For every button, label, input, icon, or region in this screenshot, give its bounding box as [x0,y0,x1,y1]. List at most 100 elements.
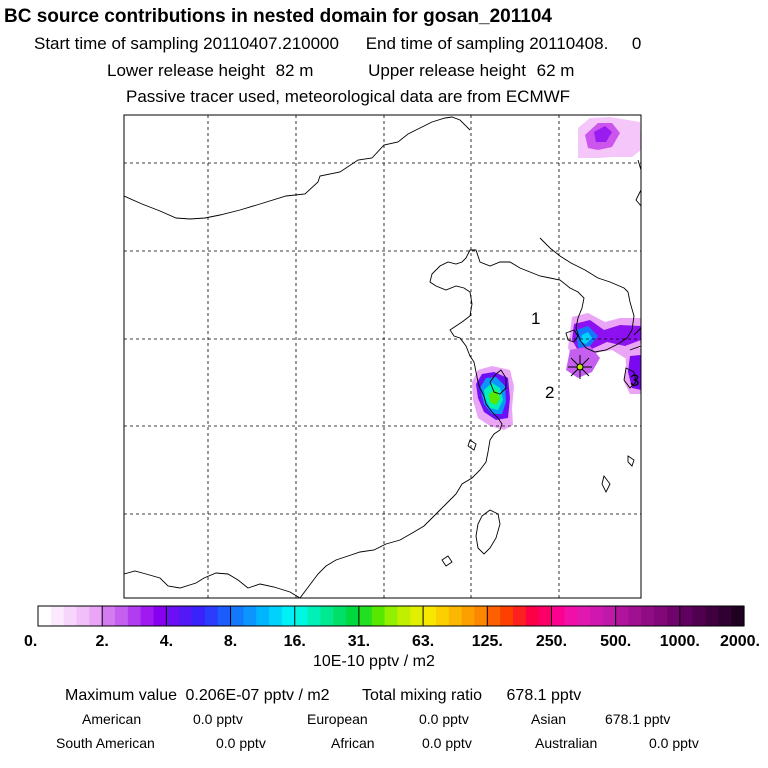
colorbar-cell [63,606,78,626]
plume-north [578,117,641,158]
colorbar-cell [423,606,437,626]
plume-korea [566,313,641,378]
start-time-value: 20110407.210000 [203,34,339,53]
colorbar-cell [512,606,527,626]
colorbar-tick-label: 250. [536,633,567,650]
colorbar-cell [38,606,52,626]
concentration-field [472,117,641,430]
region-south-american-value: 0.0 pptv [216,735,266,751]
colorbar-cell [115,606,129,626]
region-american-label: American [82,711,142,727]
total-mixing-label: Total mixing ratio [362,687,483,704]
colorbar-cell [551,606,565,626]
colorbar-cell [371,606,386,626]
colorbar-cell [435,606,450,626]
colorbar-cell [538,606,553,626]
colorbar-cell [204,606,219,626]
colorbar-cell [564,606,578,626]
colorbar-cell [628,606,642,626]
region-african-value: 0.0 pptv [422,735,472,751]
colorbar-cell [269,606,283,626]
colorbar-cell [474,606,488,626]
sampling-time-line: Start time of sampling 20110407.210000 E… [34,34,641,54]
colorbar-tick-label: 8. [224,633,237,650]
colorbar-cell [461,606,476,626]
lower-height-value: 82 m [275,61,314,80]
colorbar-cell [243,606,257,626]
colorbar-cell [307,606,321,626]
colorbar-cell [692,606,707,626]
colorbar-frame [37,605,745,627]
colorbar-tick-label: 0. [24,633,37,650]
colorbar-cell [384,606,399,626]
upper-height-label: Upper release height [368,61,526,80]
colorbar-cell [500,606,514,626]
lower-height-label: Lower release height [107,61,265,80]
colorbar-cell [397,606,411,626]
map-frame [123,114,642,599]
colorbar-ticks [101,606,681,626]
colorbar-cell [705,606,719,626]
colorbar-tick-label: 63. [412,633,434,650]
colorbar-cell [487,606,501,626]
colorbar-cell [127,606,142,626]
colorbar-cell [153,606,167,626]
colorbar-cell [333,606,347,626]
colorbar-cell [256,606,270,626]
colorbar-tick-label: 2. [96,633,109,650]
region-african-label: African [331,735,375,751]
colorbar-cell [410,606,424,626]
end-time-value: 20110408. 0 [529,34,642,53]
gridlines [124,115,641,598]
colorbar-tick-label: 16. [284,633,306,650]
release-height-line: Lower release height 82 m Upper release … [107,61,574,81]
coastlines [124,116,641,598]
colorbar-cell [50,606,65,626]
total-mixing-value: 678.1 pptv [506,687,582,704]
colorbar-tick-labels: 0. 2. 4. 8. 16. 31. 63. 125. 250. 500. 1000. 2000. [24,633,760,650]
colorbar-cell [718,606,732,626]
colorbar-cell [320,606,334,626]
colorbar-cell [346,606,360,626]
receptor-star-icon [568,355,592,379]
upper-height-value: 62 m [536,61,575,80]
map-label-2: 2 [545,383,554,402]
colorbar-cell [525,606,540,626]
region-european-value: 0.0 pptv [419,711,469,727]
end-time-label: End time of sampling [365,34,525,53]
start-time-label: Start time of sampling [34,34,199,53]
colorbar-tick-label: 125. [472,633,503,650]
region-australian-label: Australian [535,735,598,751]
map-label-3: 3 [630,371,639,390]
colorbar-cell [76,606,90,626]
colorbar-tick-label: 500. [600,633,631,650]
tracer-note: Passive tracer used, meteorological data… [126,87,571,106]
plume-shanghai [472,366,514,430]
region-asian-value: 678.1 pptv [605,711,671,727]
colorbar-cell [589,606,604,626]
colorbar-cell [89,606,103,626]
colorbar-cell [731,606,745,626]
colorbar-cell [615,606,630,626]
colorbar-cell [192,606,206,626]
colorbar-cell [679,606,694,626]
region-american-value: 0.0 pptv [193,711,243,727]
region-australian-value: 0.0 pptv [649,735,699,751]
colorbar-cell [294,606,309,626]
colorbar-cell [577,606,591,626]
colorbar [38,606,745,626]
colorbar-cell [654,606,668,626]
region-european-label: European [307,711,368,727]
colorbar-cell [666,606,681,626]
colorbar-unit: 10E-10 pptv / m2 [313,653,435,670]
colorbar-cell [217,606,232,626]
colorbar-tick-label: 2000. [720,633,760,650]
colorbar-tick-label: 1000. [660,633,700,650]
colorbar-cell [641,606,655,626]
colorbar-cell [358,606,373,626]
colorbar-cell [281,606,296,626]
chart-title: BC source contributions in nested domain… [4,6,552,27]
colorbar-cell [140,606,155,626]
colorbar-tick-label: 31. [348,633,370,650]
